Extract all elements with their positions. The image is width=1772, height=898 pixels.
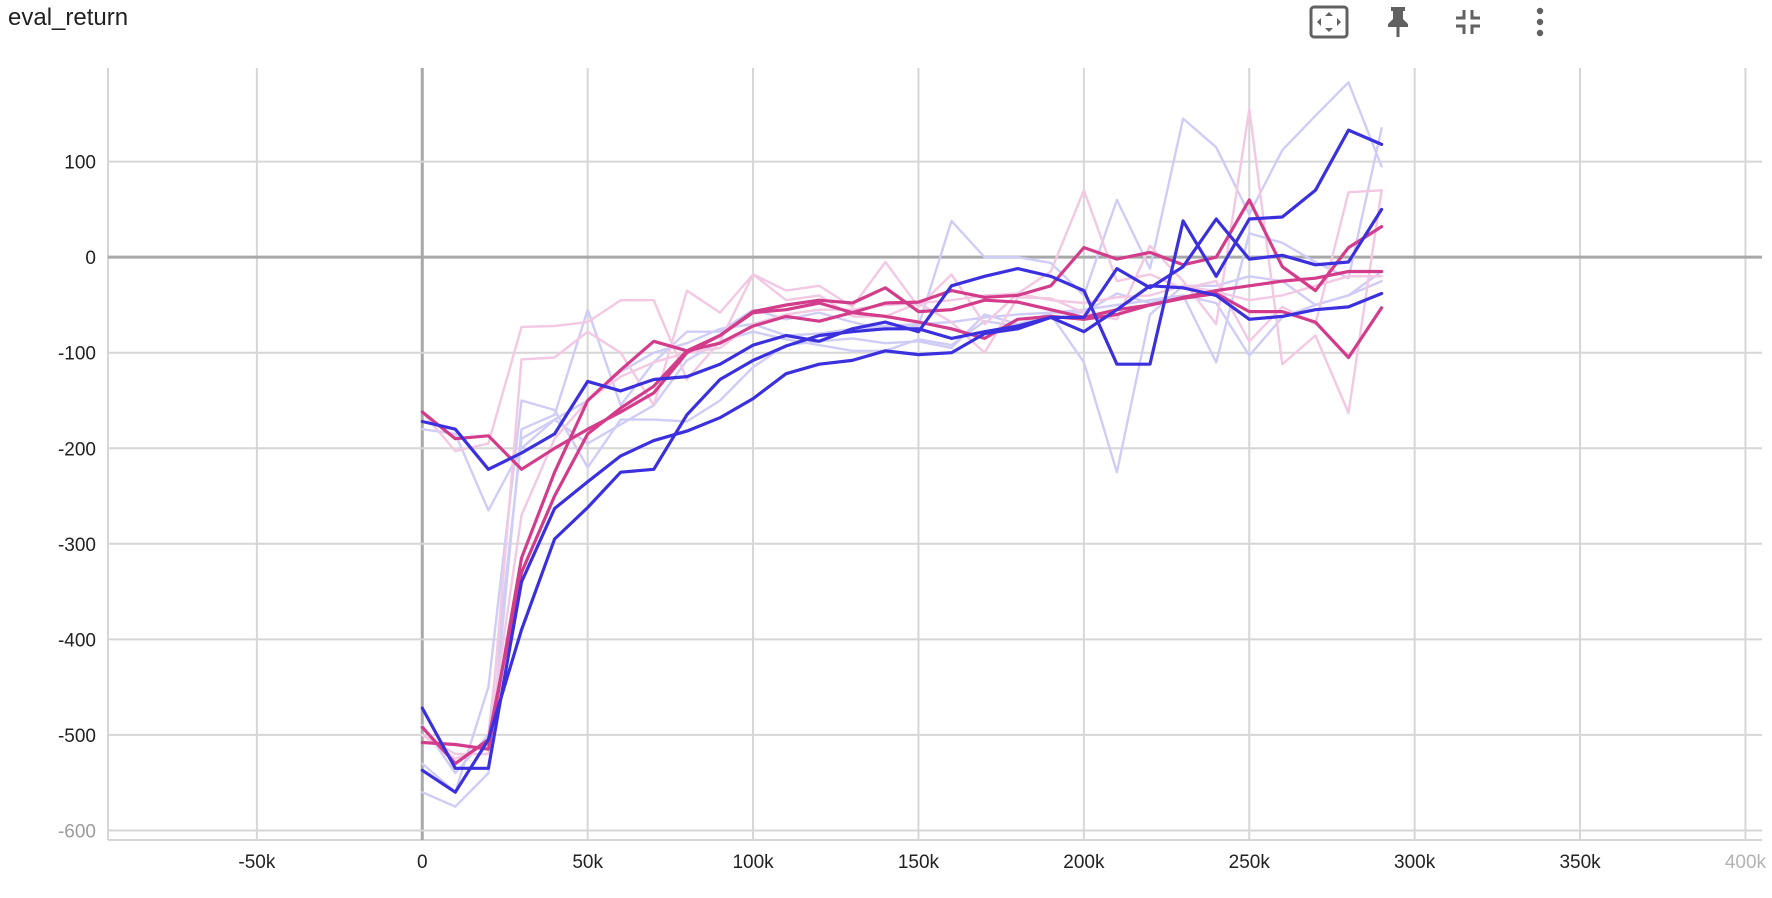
grid bbox=[107, 68, 1762, 841]
y-axis-tick-labels: 100 0 -100 -200 -300 -400 -500 -600 bbox=[58, 153, 96, 843]
x-tick-label: 0 bbox=[417, 852, 428, 873]
y-tick-label: -600 bbox=[58, 821, 96, 842]
pin-icon bbox=[1386, 6, 1410, 38]
series-line-4[interactable] bbox=[421, 279, 1383, 512]
card-title: eval_return bbox=[8, 4, 129, 31]
series-line-3[interactable] bbox=[421, 126, 1383, 775]
y-tick-label: 100 bbox=[64, 153, 96, 174]
x-tick-label: 150k bbox=[898, 852, 940, 873]
x-tick-label: 300k bbox=[1394, 852, 1436, 873]
series-line-9[interactable] bbox=[420, 269, 1384, 751]
fit-domain-icon bbox=[1309, 5, 1349, 39]
card-header: eval_return bbox=[0, 0, 1772, 40]
series-line-8[interactable] bbox=[420, 198, 1384, 471]
fit-domain-button[interactable] bbox=[1307, 0, 1351, 44]
more-button[interactable] bbox=[1518, 0, 1562, 44]
y-tick-label: 0 bbox=[85, 248, 96, 269]
y-tick-label: -300 bbox=[58, 535, 96, 556]
x-tick-label: 400k bbox=[1725, 852, 1767, 873]
y-tick-label: -400 bbox=[58, 630, 96, 651]
series-line-11[interactable] bbox=[420, 128, 1384, 471]
x-axis-tick-labels: -50k 0 50k 100k 150k 200k 250k 300k 350k 400k bbox=[238, 852, 1766, 873]
x-tick-label: 100k bbox=[732, 852, 774, 873]
x-tick-label: 50k bbox=[572, 852, 603, 873]
y-tick-label: -200 bbox=[58, 439, 96, 460]
y-tick-label: -100 bbox=[58, 344, 96, 365]
series-lines bbox=[420, 81, 1384, 808]
x-tick-label: 250k bbox=[1229, 852, 1271, 873]
y-tick-label: -500 bbox=[58, 726, 96, 747]
x-tick-label: 200k bbox=[1063, 852, 1105, 873]
more-vert-icon bbox=[1535, 6, 1545, 38]
collapse-icon bbox=[1454, 8, 1482, 36]
series-line-12[interactable] bbox=[420, 284, 1384, 770]
x-tick-label: -50k bbox=[238, 852, 275, 873]
pin-button[interactable] bbox=[1376, 0, 1420, 44]
series-line-10[interactable] bbox=[420, 286, 1384, 766]
x-tick-label: 350k bbox=[1559, 852, 1601, 873]
series-line-13[interactable] bbox=[420, 207, 1384, 794]
collapse-button[interactable] bbox=[1446, 0, 1490, 44]
